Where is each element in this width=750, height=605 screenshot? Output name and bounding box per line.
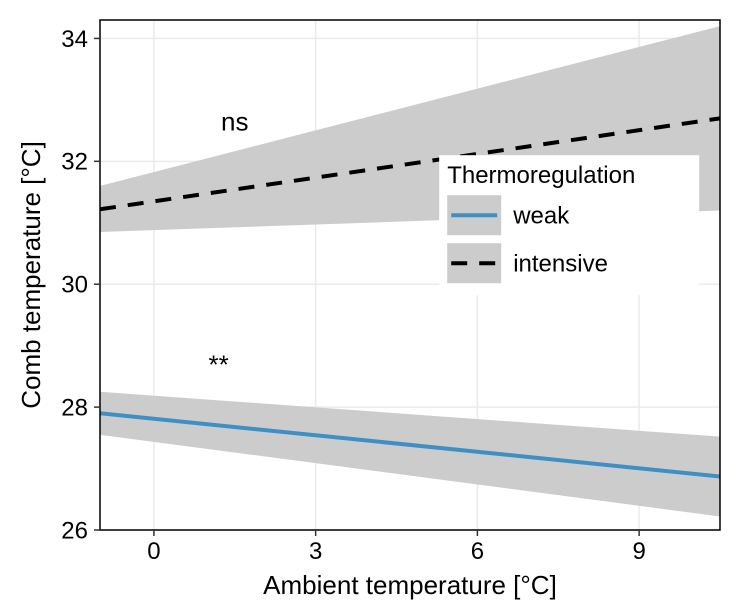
legend-title: Thermoregulation (447, 162, 635, 189)
tick-label-y: 28 (61, 395, 88, 422)
chart-container: 0 3 6 9 26 28 30 32 34 Ambient temperature [°C] Co… (0, 0, 750, 605)
tick-label-x: 3 (309, 538, 322, 565)
legend-label-intensive: intensive (513, 251, 608, 278)
tick-label-x: 9 (632, 538, 645, 565)
tick-label-x: 6 (471, 538, 484, 565)
tick-label-y: 34 (61, 26, 88, 53)
x-axis-title: Ambient temperature [°C] (263, 570, 557, 600)
tick-label-y: 32 (61, 149, 88, 176)
chart-svg: 0 3 6 9 26 28 30 32 34 Ambient temperature [°C] Co… (0, 0, 750, 605)
y-axis-title: Comb temperature [°C] (16, 141, 46, 409)
tick-label-y: 26 (61, 517, 88, 544)
legend: Thermoregulation weak intensive (439, 155, 699, 295)
tick-label-y: 30 (61, 272, 88, 299)
annotation-intensive: ns (221, 107, 248, 137)
tick-label-x: 0 (147, 538, 160, 565)
annotation-weak: ** (208, 349, 228, 379)
legend-label-weak: weak (512, 203, 570, 230)
